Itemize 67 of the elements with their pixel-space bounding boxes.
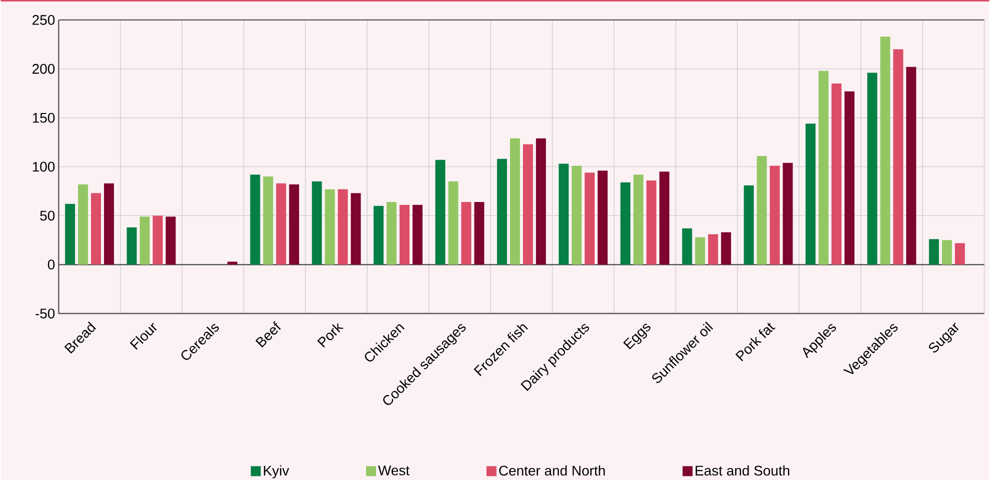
bar <box>152 216 163 264</box>
bar <box>474 202 484 264</box>
bar <box>263 176 274 264</box>
bar <box>386 202 397 264</box>
legend-label: Center and North <box>499 465 605 476</box>
bar <box>510 138 520 264</box>
y-tick-label: 250 <box>32 14 55 25</box>
bar <box>324 189 335 264</box>
bar <box>312 181 322 264</box>
bar <box>584 172 595 264</box>
bar <box>350 193 361 264</box>
bar <box>374 206 384 264</box>
bar <box>659 172 670 264</box>
bar <box>400 204 410 264</box>
bar <box>906 66 916 264</box>
bar <box>65 204 76 264</box>
bar <box>832 83 842 264</box>
bar <box>744 185 754 264</box>
bar <box>646 180 656 264</box>
bar <box>104 183 114 264</box>
bar <box>954 242 965 264</box>
bar <box>227 262 238 264</box>
bar <box>806 124 816 264</box>
bar <box>276 183 286 264</box>
bar <box>942 240 952 264</box>
bar <box>338 189 348 264</box>
bar <box>880 36 890 264</box>
bar <box>536 138 546 264</box>
bar <box>695 237 706 264</box>
bar <box>461 202 472 264</box>
bar <box>140 216 150 264</box>
bar <box>770 166 780 264</box>
bar <box>818 70 829 264</box>
bar <box>91 193 101 264</box>
bar <box>448 181 458 264</box>
bar <box>572 166 582 264</box>
bar <box>844 91 854 264</box>
y-tick-label: -50 <box>36 308 55 318</box>
y-tick-label: 100 <box>32 162 55 172</box>
bar <box>756 156 767 264</box>
bar <box>558 164 569 264</box>
bar <box>682 228 692 264</box>
y-tick-label: 0 <box>48 260 55 270</box>
legend-label: East and South <box>696 465 790 476</box>
bar <box>867 72 878 264</box>
y-tick-label: 200 <box>32 64 55 74</box>
bar <box>412 204 423 264</box>
y-tick-label: 150 <box>32 112 55 123</box>
bar <box>893 49 904 264</box>
bar <box>620 182 630 264</box>
bar <box>782 162 793 264</box>
legend-label: Kyiv <box>264 465 290 478</box>
bar <box>78 184 88 264</box>
bar <box>708 234 718 264</box>
bar <box>633 174 644 264</box>
bar <box>598 170 608 264</box>
bar <box>721 232 732 264</box>
bar <box>166 216 176 264</box>
bar <box>289 184 300 264</box>
legend-label: West <box>378 465 410 476</box>
bar <box>928 239 939 264</box>
bar <box>126 227 137 264</box>
bar <box>497 158 507 264</box>
bar <box>522 144 533 264</box>
bar <box>435 160 446 264</box>
bar <box>250 174 260 264</box>
y-tick-label: 50 <box>40 210 55 220</box>
